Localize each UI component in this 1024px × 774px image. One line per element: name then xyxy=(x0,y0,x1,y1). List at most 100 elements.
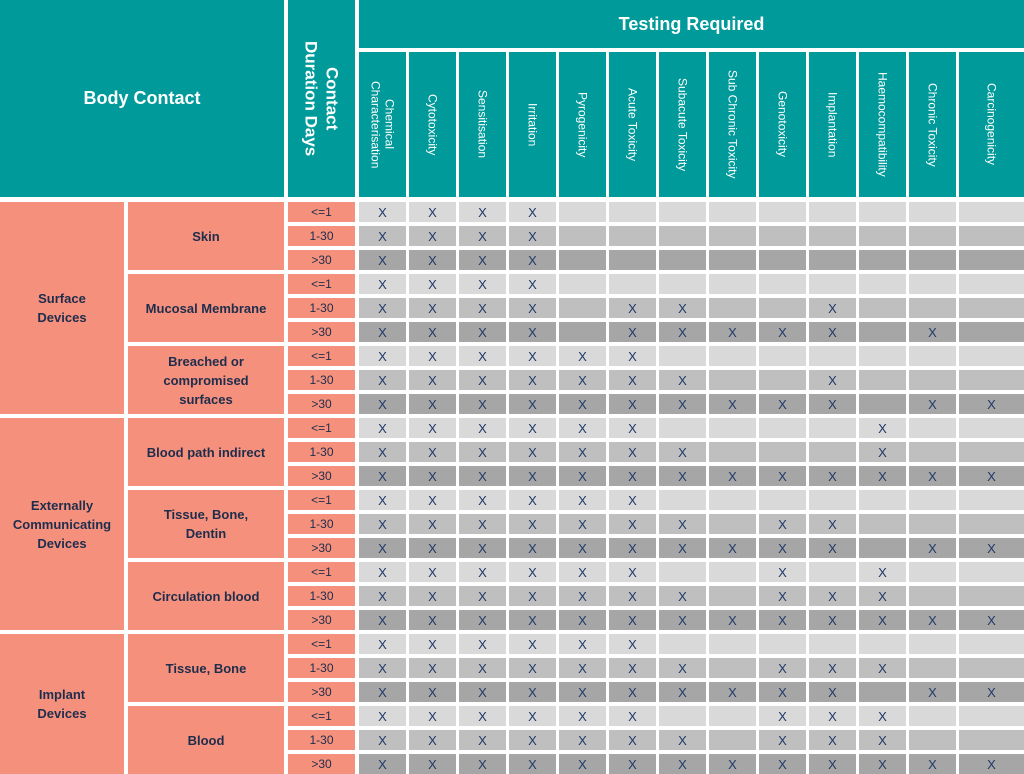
test-cell: X xyxy=(909,322,956,342)
test-cell: X xyxy=(359,538,406,558)
test-cell: X xyxy=(359,298,406,318)
test-cell xyxy=(959,298,1024,318)
test-cell: X xyxy=(509,754,556,774)
test-cell: X xyxy=(609,370,656,390)
test-cell: X xyxy=(859,610,906,630)
test-cell xyxy=(759,346,806,366)
test-cell: X xyxy=(659,586,706,606)
test-cell xyxy=(559,322,606,342)
contact-type-label: Blood path indirect xyxy=(128,418,284,486)
test-cell xyxy=(759,250,806,270)
test-cell: X xyxy=(359,634,406,654)
contact-duration-header: Contact Duration Days xyxy=(288,0,355,197)
test-cell xyxy=(709,562,756,582)
test-cell: X xyxy=(359,346,406,366)
test-cell: X xyxy=(459,322,506,342)
test-cell: X xyxy=(509,586,556,606)
test-cell: X xyxy=(709,394,756,414)
test-cell: X xyxy=(709,322,756,342)
duration-cell: >30 xyxy=(288,538,355,558)
test-cell: X xyxy=(759,394,806,414)
test-cell: X xyxy=(459,274,506,294)
test-cell xyxy=(809,634,856,654)
test-cell: X xyxy=(909,682,956,702)
test-cell: X xyxy=(509,562,556,582)
test-cell xyxy=(909,586,956,606)
test-header-label: Irritation xyxy=(525,102,540,147)
test-cell: X xyxy=(809,394,856,414)
test-cell xyxy=(959,658,1024,678)
test-cell: X xyxy=(359,586,406,606)
test-cell xyxy=(659,418,706,438)
test-cell xyxy=(859,682,906,702)
test-header: Implantation xyxy=(809,52,856,197)
test-cell xyxy=(909,298,956,318)
test-cell: X xyxy=(509,466,556,486)
test-cell: X xyxy=(959,538,1024,558)
test-cell: X xyxy=(509,298,556,318)
test-cell: X xyxy=(559,706,606,726)
duration-cell: 1-30 xyxy=(288,586,355,606)
test-cell: X xyxy=(359,658,406,678)
test-cell xyxy=(809,226,856,246)
test-cell: X xyxy=(859,754,906,774)
test-cell: X xyxy=(659,466,706,486)
duration-cell: >30 xyxy=(288,322,355,342)
test-cell xyxy=(709,202,756,222)
test-cell: X xyxy=(359,322,406,342)
test-cell: X xyxy=(609,586,656,606)
test-cell xyxy=(609,250,656,270)
test-cell: X xyxy=(659,610,706,630)
contact-type-label: Skin xyxy=(128,202,284,270)
test-cell: X xyxy=(659,658,706,678)
testing-required-header-label: Testing Required xyxy=(618,13,765,34)
test-cell: X xyxy=(559,466,606,486)
test-cell xyxy=(909,490,956,510)
test-cell xyxy=(909,250,956,270)
test-cell: X xyxy=(459,514,506,534)
test-cell xyxy=(609,274,656,294)
test-cell: X xyxy=(559,610,606,630)
test-cell: X xyxy=(459,418,506,438)
test-cell: X xyxy=(659,730,706,750)
test-cell: X xyxy=(609,538,656,558)
test-header-label: Haemocompatibility xyxy=(875,72,890,177)
test-cell: X xyxy=(359,706,406,726)
test-cell xyxy=(759,442,806,462)
test-cell: X xyxy=(609,394,656,414)
test-cell xyxy=(709,658,756,678)
test-cell xyxy=(659,490,706,510)
test-cell: X xyxy=(659,394,706,414)
test-cell xyxy=(559,298,606,318)
test-cell: X xyxy=(459,298,506,318)
test-cell: X xyxy=(709,754,756,774)
test-cell: X xyxy=(809,730,856,750)
test-cell: X xyxy=(509,658,556,678)
contact-type-label: Breached or compromised surfaces xyxy=(128,346,284,414)
test-cell: X xyxy=(509,634,556,654)
duration-cell: <=1 xyxy=(288,706,355,726)
test-header: Chemical Characterisation xyxy=(359,52,406,197)
test-cell: X xyxy=(859,442,906,462)
test-cell: X xyxy=(609,418,656,438)
test-cell xyxy=(709,706,756,726)
test-header-label: Subacute Toxicity xyxy=(675,77,690,172)
test-cell: X xyxy=(359,442,406,462)
test-cell xyxy=(959,202,1024,222)
test-cell: X xyxy=(509,202,556,222)
test-cell: X xyxy=(559,442,606,462)
test-header-label: Sensitisation xyxy=(475,90,490,159)
duration-cell: >30 xyxy=(288,754,355,774)
test-cell: X xyxy=(359,562,406,582)
test-cell: X xyxy=(509,370,556,390)
test-header: Pyrogenicity xyxy=(559,52,606,197)
test-cell: X xyxy=(509,442,556,462)
test-cell xyxy=(959,634,1024,654)
test-cell: X xyxy=(659,298,706,318)
test-cell: X xyxy=(659,754,706,774)
duration-cell: >30 xyxy=(288,466,355,486)
test-cell: X xyxy=(809,298,856,318)
test-cell: X xyxy=(509,346,556,366)
test-cell: X xyxy=(359,682,406,702)
test-cell: X xyxy=(609,466,656,486)
